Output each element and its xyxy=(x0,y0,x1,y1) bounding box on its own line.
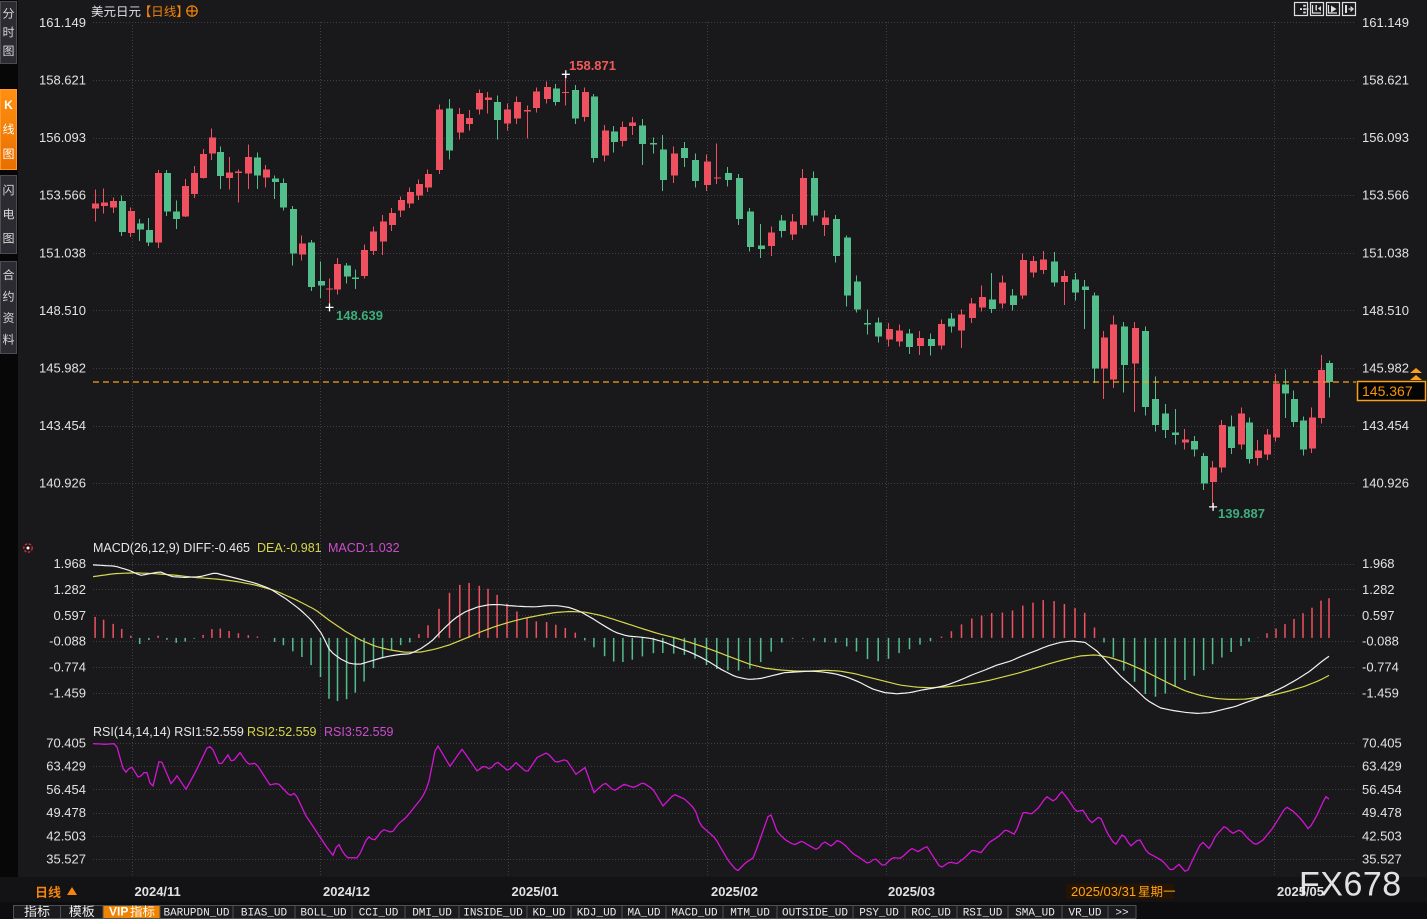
svg-text:42.503: 42.503 xyxy=(1362,828,1402,843)
svg-text:-0.774: -0.774 xyxy=(1362,660,1399,675)
svg-text:RSI3:52.559: RSI3:52.559 xyxy=(324,725,394,739)
svg-text:153.566: 153.566 xyxy=(39,188,86,203)
svg-text:140.926: 140.926 xyxy=(1362,476,1409,491)
svg-text:49.478: 49.478 xyxy=(1362,805,1402,820)
svg-text:145.982: 145.982 xyxy=(1362,361,1409,376)
svg-text:VIP: VIP xyxy=(109,905,128,919)
svg-text:156.093: 156.093 xyxy=(1362,130,1409,145)
svg-text:FX678: FX678 xyxy=(1299,866,1402,904)
svg-text:143.454: 143.454 xyxy=(1362,418,1409,433)
svg-text:K: K xyxy=(4,98,13,112)
svg-text:DEA:-0.981: DEA:-0.981 xyxy=(257,541,322,555)
svg-text:1.282: 1.282 xyxy=(53,582,86,597)
svg-text:145.982: 145.982 xyxy=(39,361,86,376)
svg-text:158.621: 158.621 xyxy=(1362,73,1409,88)
svg-text:156.093: 156.093 xyxy=(39,130,86,145)
svg-text:MTM_UD: MTM_UD xyxy=(730,907,770,919)
svg-text:MACD_UD: MACD_UD xyxy=(671,907,718,919)
svg-text:BIAS_UD: BIAS_UD xyxy=(241,907,288,919)
svg-text:153.566: 153.566 xyxy=(1362,188,1409,203)
svg-text:148.510: 148.510 xyxy=(39,303,86,318)
svg-text:158.621: 158.621 xyxy=(39,73,86,88)
svg-text:INSIDE_UD: INSIDE_UD xyxy=(463,907,523,919)
svg-text:56.454: 56.454 xyxy=(1362,782,1402,797)
svg-text:MACD:1.032: MACD:1.032 xyxy=(328,541,400,555)
svg-text:151.038: 151.038 xyxy=(39,245,86,260)
svg-text:KD_UD: KD_UD xyxy=(532,907,565,919)
svg-text:140.926: 140.926 xyxy=(39,476,86,491)
svg-text:2025/01: 2025/01 xyxy=(512,884,559,899)
svg-text:35.527: 35.527 xyxy=(46,852,86,867)
svg-text:-1.459: -1.459 xyxy=(49,686,86,701)
svg-text:158.871: 158.871 xyxy=(569,58,616,73)
svg-text:56.454: 56.454 xyxy=(46,782,86,797)
svg-text:2024/11: 2024/11 xyxy=(135,884,181,899)
svg-text:35.527: 35.527 xyxy=(1362,852,1402,867)
svg-text:42.503: 42.503 xyxy=(46,828,86,843)
svg-text:148.510: 148.510 xyxy=(1362,303,1409,318)
svg-text:-0.774: -0.774 xyxy=(49,660,86,675)
svg-text:-1.459: -1.459 xyxy=(1362,686,1399,701)
svg-text:151.038: 151.038 xyxy=(1362,245,1409,260)
svg-text:2024/12: 2024/12 xyxy=(323,884,370,899)
svg-text:70.405: 70.405 xyxy=(1362,735,1402,750)
svg-text:1.968: 1.968 xyxy=(1362,556,1395,571)
svg-text:OUTSIDE_UD: OUTSIDE_UD xyxy=(782,907,848,919)
svg-text:143.454: 143.454 xyxy=(39,418,86,433)
svg-text:2025/02: 2025/02 xyxy=(711,884,758,899)
svg-text:2025/03: 2025/03 xyxy=(888,884,935,899)
svg-text:RSI_UD: RSI_UD xyxy=(963,907,1003,919)
svg-text:CCI_UD: CCI_UD xyxy=(359,907,399,919)
svg-text:VR_UD: VR_UD xyxy=(1068,907,1101,919)
svg-text:2025/03/31: 2025/03/31 xyxy=(1071,884,1136,899)
svg-text:63.429: 63.429 xyxy=(46,759,86,774)
svg-text:-0.088: -0.088 xyxy=(1362,634,1399,649)
svg-text:139.887: 139.887 xyxy=(1218,506,1265,521)
svg-text:2025/05: 2025/05 xyxy=(1277,884,1324,899)
svg-text:DMI_UD: DMI_UD xyxy=(412,907,452,919)
svg-text:BOLL_UD: BOLL_UD xyxy=(300,907,347,919)
svg-text:1.968: 1.968 xyxy=(53,556,86,571)
svg-text:148.639: 148.639 xyxy=(336,308,383,323)
svg-text:BARUPDN_UD: BARUPDN_UD xyxy=(163,907,229,919)
svg-text:KDJ_UD: KDJ_UD xyxy=(577,907,617,919)
svg-text:0.597: 0.597 xyxy=(1362,608,1395,623)
svg-text:>>: >> xyxy=(1115,907,1128,919)
svg-text:49.478: 49.478 xyxy=(46,805,86,820)
svg-text:145.367: 145.367 xyxy=(1362,383,1413,399)
svg-text:-0.088: -0.088 xyxy=(49,634,86,649)
svg-text:0.597: 0.597 xyxy=(53,608,86,623)
svg-text:MA_UD: MA_UD xyxy=(627,907,660,919)
svg-text:SMA_UD: SMA_UD xyxy=(1015,907,1055,919)
svg-text:MACD(26,12,9) DIFF:-0.465: MACD(26,12,9) DIFF:-0.465 xyxy=(93,541,250,555)
svg-text:70.405: 70.405 xyxy=(46,735,86,750)
svg-text:RSI(14,14,14) RSI1:52.559: RSI(14,14,14) RSI1:52.559 xyxy=(93,725,244,739)
svg-text:RSI2:52.559: RSI2:52.559 xyxy=(247,725,317,739)
svg-text:63.429: 63.429 xyxy=(1362,759,1402,774)
svg-text:161.149: 161.149 xyxy=(1362,15,1409,30)
svg-text:ROC_UD: ROC_UD xyxy=(911,907,951,919)
svg-text:1.282: 1.282 xyxy=(1362,582,1395,597)
svg-text:PSY_UD: PSY_UD xyxy=(859,907,899,919)
svg-text:161.149: 161.149 xyxy=(39,15,86,30)
